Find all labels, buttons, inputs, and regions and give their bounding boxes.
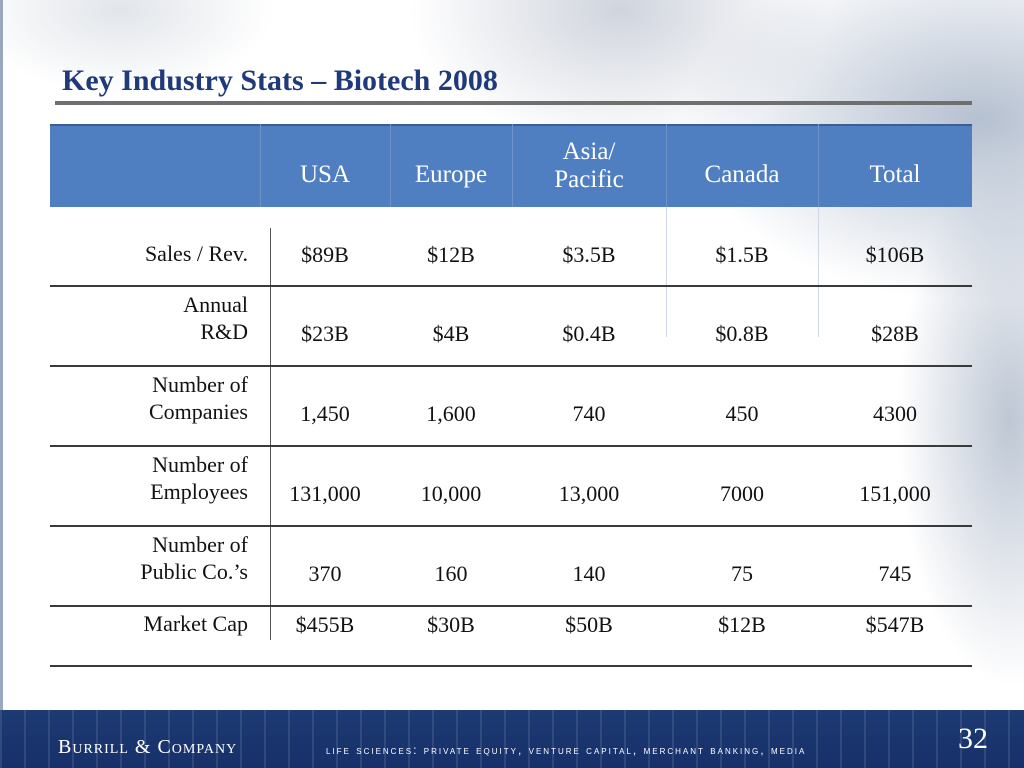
cell-employees-canada: 7000: [720, 481, 764, 506]
row-label-rd-line1: Annual: [183, 292, 248, 317]
label-divider: [270, 228, 271, 640]
cell-sales-total: $106B: [865, 242, 925, 267]
header-separator: [390, 124, 391, 207]
header-separator: [512, 124, 513, 207]
cell-employees-usa: 131,000: [289, 481, 361, 506]
cell-companies-asia: 740: [572, 401, 606, 426]
cell-marketcap-total: $547B: [865, 612, 925, 637]
row-label-market-cap: Market Cap: [143, 611, 248, 636]
header-separator: [260, 124, 261, 207]
header-total: Total: [869, 160, 921, 188]
row-label-companies-line1: Number of: [152, 372, 248, 397]
cell-employees-total: 151,000: [859, 481, 931, 506]
left-edge-line: [0, 0, 3, 710]
row-label-public-line1: Number of: [152, 532, 248, 557]
row-divider: [50, 365, 972, 367]
row-divider: [50, 605, 972, 607]
background-decoration: [0, 0, 1024, 710]
row-label-rd-line2: R&D: [200, 319, 248, 344]
header-separator: [666, 124, 667, 207]
row-divider: [50, 285, 972, 287]
row-label-companies-line2: Companies: [149, 399, 248, 424]
cell-rd-usa: $23B: [301, 321, 349, 346]
title-underline: [55, 101, 972, 105]
page-number: 32: [958, 722, 988, 755]
row-label-sales: Sales / Rev.: [144, 241, 248, 266]
row-divider: [50, 525, 972, 527]
header-separator: [818, 124, 819, 207]
cell-employees-europe: 10,000: [420, 481, 482, 506]
header-asia-line1: Asia/: [562, 137, 616, 165]
cell-companies-usa: 1,450: [300, 401, 350, 426]
row-label-employees-line1: Number of: [152, 452, 248, 477]
cell-sales-europe: $12B: [427, 242, 475, 267]
header-usa: USA: [299, 160, 350, 188]
cell-rd-total: $28B: [871, 321, 919, 346]
brand-logo-text: Burrill & Company: [58, 736, 238, 758]
cell-rd-asia: $0.4B: [562, 321, 616, 346]
row-label-employees-line2: Employees: [150, 479, 248, 504]
body-separator: [818, 207, 819, 337]
cell-marketcap-asia: $50B: [565, 612, 613, 637]
cell-sales-asia: $3.5B: [562, 242, 616, 267]
footer-bar: Burrill & Company life sciences: private…: [0, 710, 1024, 768]
footer-stripes: [0, 710, 1024, 768]
cell-companies-europe: 1,600: [426, 401, 476, 426]
cell-companies-canada: 450: [725, 401, 759, 426]
cell-public-usa: 370: [308, 561, 342, 586]
cell-public-canada: 75: [731, 561, 753, 586]
cell-employees-asia: 13,000: [558, 481, 620, 506]
header-europe: Europe: [414, 160, 488, 188]
cell-sales-canada: $1.5B: [715, 242, 769, 267]
row-label-public-line2: Public Co.’s: [140, 559, 248, 584]
cell-public-total: 745: [878, 561, 912, 586]
header-asia-line2: Pacific: [554, 165, 624, 193]
row-divider: [50, 445, 972, 447]
cell-companies-total: 4300: [873, 401, 917, 426]
cell-sales-usa: $89B: [301, 242, 349, 267]
cell-marketcap-europe: $30B: [427, 612, 475, 637]
header-asia-pacific: Asia/ Pacific: [512, 124, 666, 207]
table-bottom-rule: [50, 665, 972, 667]
cell-marketcap-usa: $455B: [295, 612, 355, 637]
footer-tagline: life sciences: private equity, venture c…: [326, 743, 807, 757]
body-separator: [666, 207, 667, 337]
header-canada: Canada: [704, 160, 780, 188]
cell-public-asia: 140: [572, 561, 606, 586]
cell-public-europe: 160: [434, 561, 468, 586]
cell-rd-canada: $0.8B: [715, 321, 769, 346]
cell-rd-europe: $4B: [432, 321, 470, 346]
cell-marketcap-canada: $12B: [718, 612, 766, 637]
slide-title: Key Industry Stats – Biotech 2008: [62, 64, 498, 97]
